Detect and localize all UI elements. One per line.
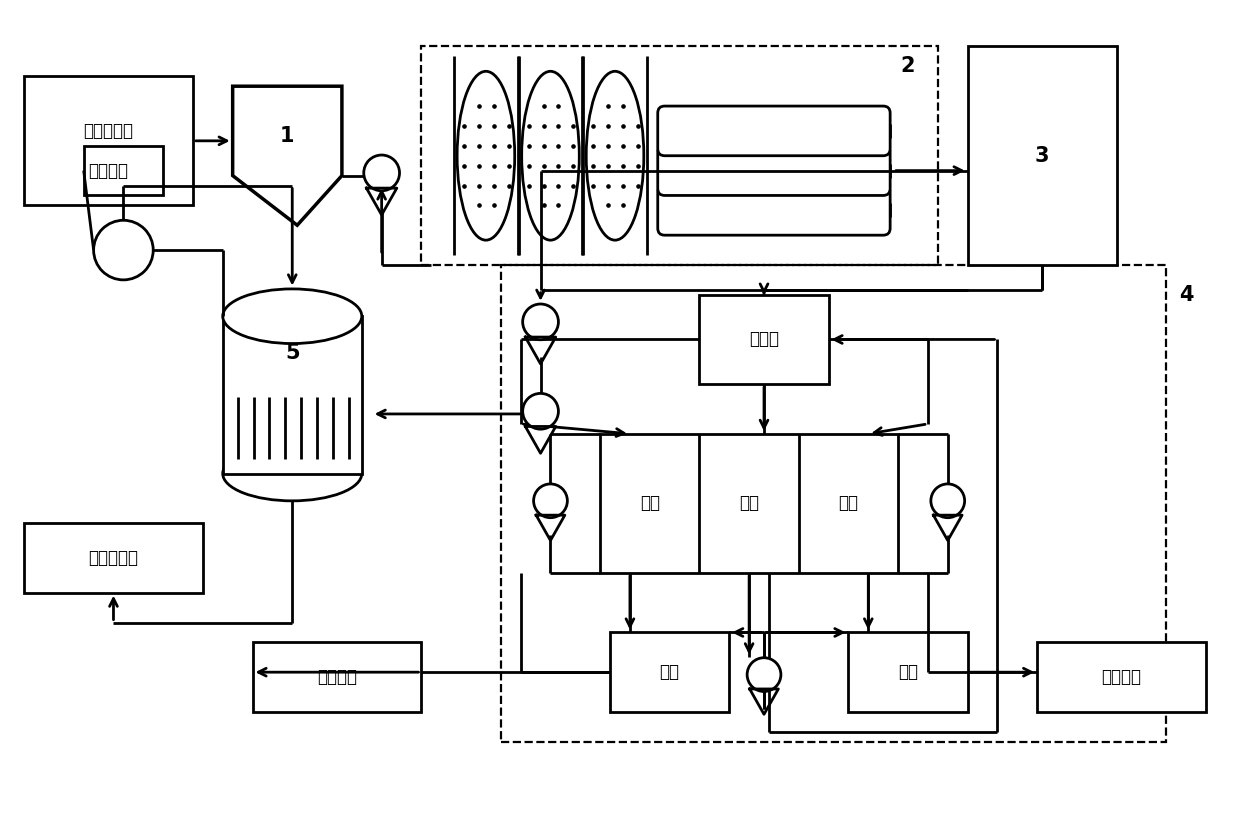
Circle shape: [523, 393, 558, 429]
FancyBboxPatch shape: [657, 106, 890, 155]
Bar: [1037, 642, 1207, 712]
Text: 5: 5: [285, 344, 300, 363]
FancyBboxPatch shape: [657, 186, 890, 235]
Ellipse shape: [458, 72, 515, 240]
Bar: [501, 265, 1167, 742]
Bar: [422, 46, 937, 265]
Ellipse shape: [522, 72, 579, 240]
Bar: [223, 316, 362, 474]
Bar: [83, 146, 164, 195]
Text: 盐水罐: 盐水罐: [749, 330, 779, 348]
Circle shape: [533, 484, 568, 518]
Circle shape: [748, 658, 781, 692]
Text: 2: 2: [900, 56, 915, 77]
Text: 碱液回用: 碱液回用: [1101, 668, 1142, 686]
Text: 催化剂再生: 催化剂再生: [83, 122, 134, 140]
Bar: [24, 77, 193, 205]
Text: 碱室: 碱室: [838, 494, 858, 512]
Text: 酸液回用: 酸液回用: [317, 668, 357, 686]
Ellipse shape: [587, 72, 644, 240]
Text: 酸室: 酸室: [640, 494, 660, 512]
Bar: [24, 523, 203, 593]
Bar: [848, 632, 967, 712]
Text: 酸洗废水: 酸洗废水: [88, 162, 129, 180]
Circle shape: [523, 304, 558, 339]
Bar: [967, 46, 1116, 265]
Text: 冷凝水回用: 冷凝水回用: [88, 549, 139, 567]
Bar: [610, 632, 729, 712]
Circle shape: [363, 155, 399, 190]
Text: 1: 1: [280, 126, 295, 146]
Polygon shape: [233, 86, 342, 225]
Text: 3: 3: [1035, 146, 1049, 166]
FancyBboxPatch shape: [657, 146, 890, 195]
Text: 盐室: 盐室: [739, 494, 759, 512]
Bar: [600, 434, 898, 573]
Text: 酸罐: 酸罐: [660, 663, 680, 681]
Bar: [699, 295, 828, 384]
Circle shape: [931, 484, 965, 518]
Text: 碱罐: 碱罐: [898, 663, 918, 681]
Bar: [253, 642, 422, 712]
Ellipse shape: [223, 446, 362, 501]
Ellipse shape: [223, 289, 362, 344]
Circle shape: [93, 221, 154, 280]
Text: 4: 4: [1179, 285, 1193, 304]
